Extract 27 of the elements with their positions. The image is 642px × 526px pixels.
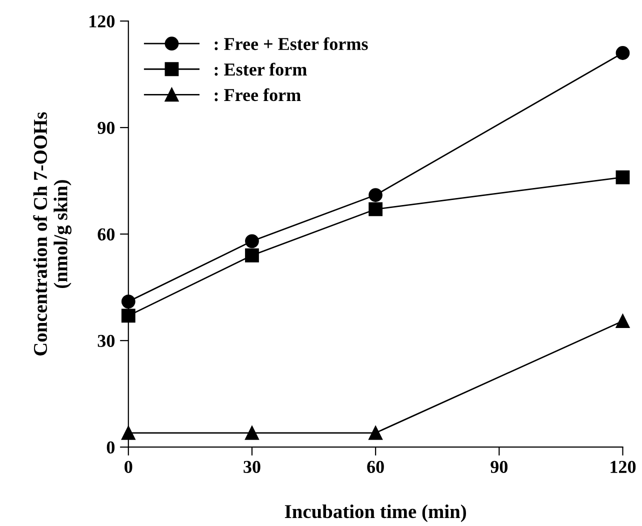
point (245, 248, 259, 262)
point (245, 234, 259, 248)
x-tick-label: 90 (490, 460, 508, 473)
x-axis-title: Incubation time (min) (284, 504, 466, 522)
point (121, 308, 136, 323)
point (121, 294, 136, 308)
point (616, 170, 630, 184)
point (121, 426, 136, 440)
legend-label: : Ester form (214, 62, 307, 76)
y-tick-label: 90 (98, 122, 115, 134)
point (245, 426, 259, 440)
y-axis-title: Concentration of Ch 7-OOHs (nmol/g skin) (33, 112, 72, 356)
legend-label: : Free + Ester forms (214, 37, 368, 50)
y-tick-label: 60 (98, 228, 115, 241)
x-tick-label: 60 (367, 460, 384, 473)
point (368, 202, 383, 216)
y-tick-label: 0 (106, 441, 115, 454)
y-tick-label: 120 (90, 15, 115, 28)
x-tick-label: 120 (610, 460, 636, 473)
legend-label: : Free form (214, 88, 301, 102)
x-tick-label: 0 (124, 460, 132, 473)
y-tick-label: 30 (98, 334, 115, 348)
x-tick-label: 30 (244, 460, 260, 473)
point (368, 188, 383, 202)
point (368, 426, 383, 440)
point (616, 314, 630, 328)
point (616, 46, 630, 60)
